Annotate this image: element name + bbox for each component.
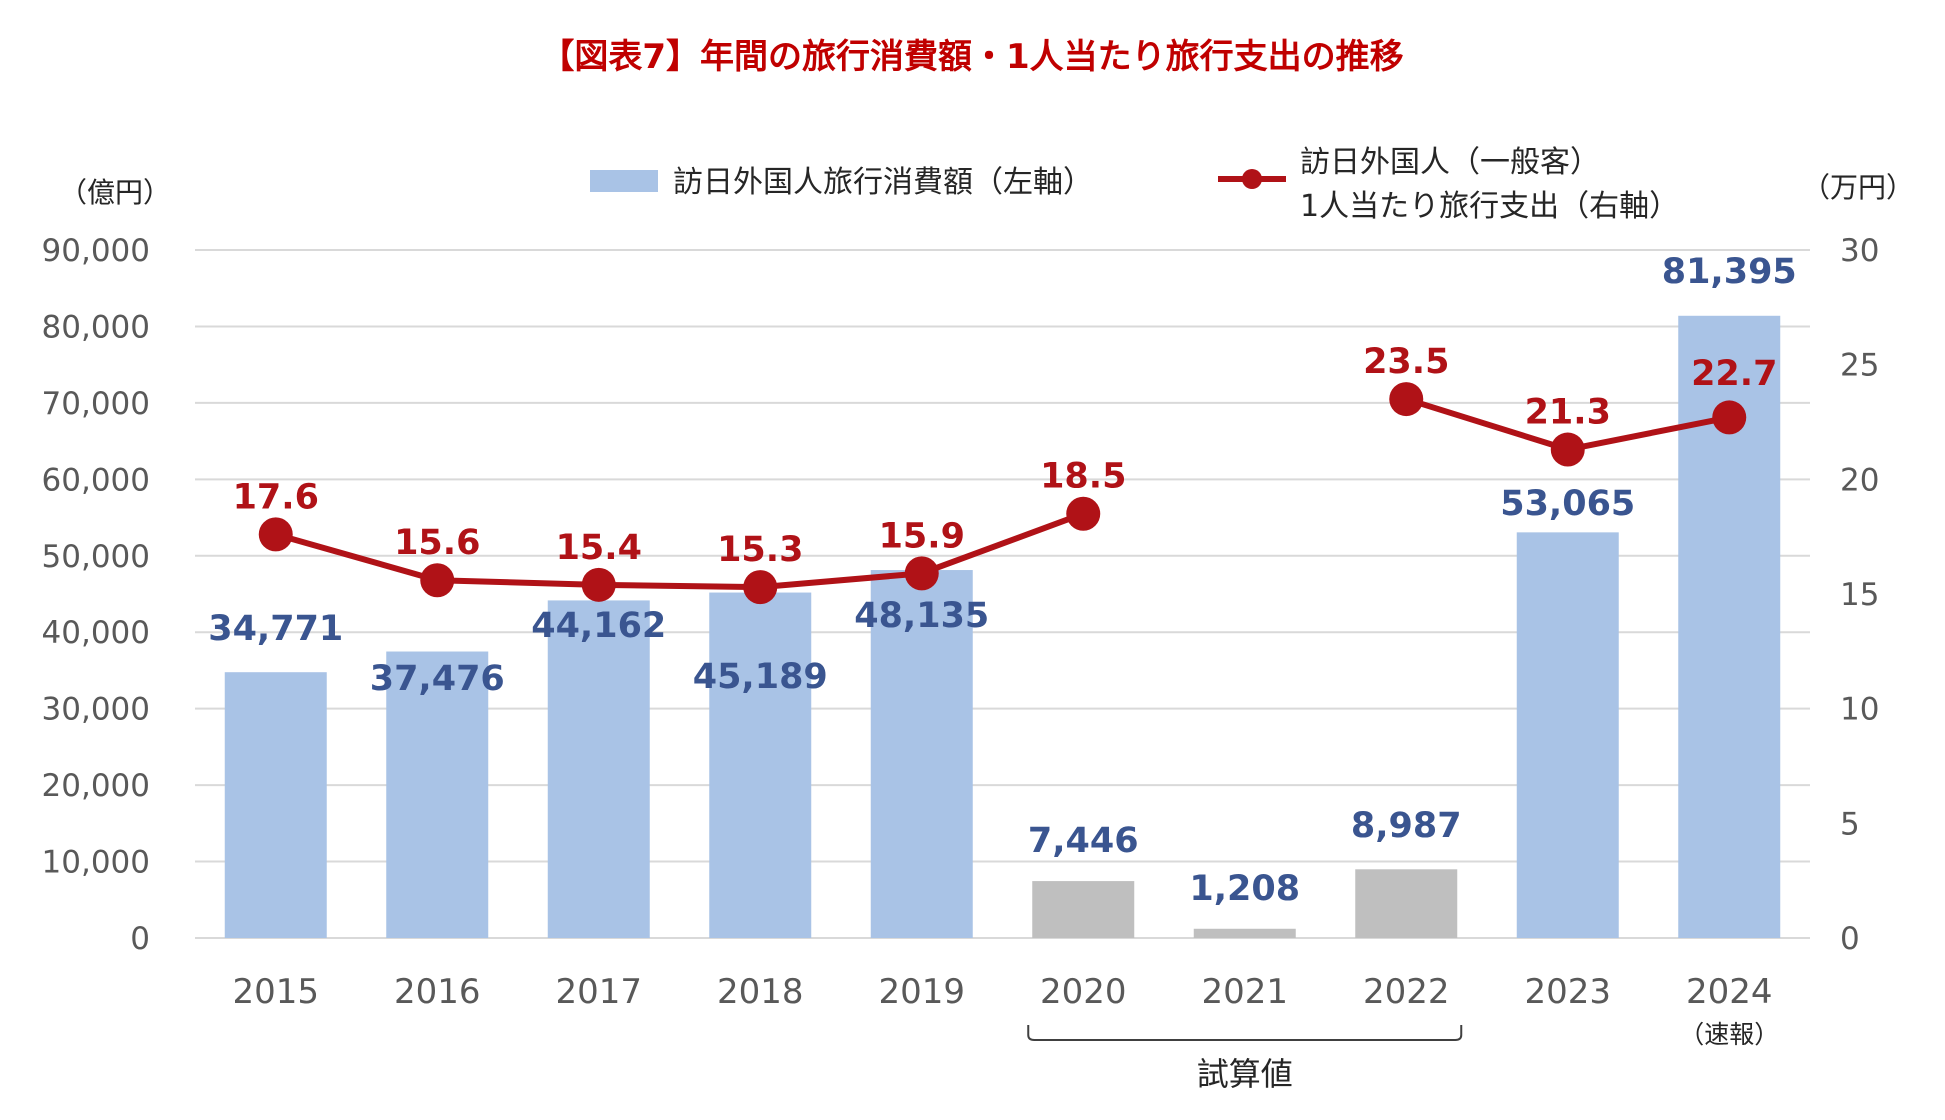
- bar: [1032, 881, 1135, 938]
- bar-value-label: 8,987: [1351, 806, 1462, 846]
- x-tick-label: 2022: [1363, 972, 1450, 1012]
- left-tick-label: 20,000: [42, 768, 150, 804]
- right-tick-label: 0: [1840, 921, 1860, 957]
- x-tick-label: 2015: [232, 972, 319, 1012]
- spending-line: [274, 510, 1085, 591]
- bar-value-label: 53,065: [1500, 484, 1635, 524]
- bar-value-label: 45,189: [693, 657, 828, 697]
- left-tick-label: 80,000: [42, 309, 150, 345]
- bar: [547, 600, 650, 938]
- left-tick-label: 40,000: [42, 615, 150, 651]
- bar-value-label: 81,395: [1662, 252, 1797, 292]
- right-tick-label: 30: [1840, 233, 1879, 269]
- x-tick-label: 2017: [555, 972, 642, 1012]
- bar-value-label: 48,135: [854, 596, 989, 636]
- line-point: [258, 517, 293, 552]
- left-tick-label: 90,000: [42, 233, 150, 269]
- bar-value-label: 34,771: [208, 609, 343, 649]
- right-tick-label: 10: [1840, 692, 1879, 728]
- bracket-label: 試算値: [1197, 1055, 1293, 1093]
- right-tick-label: 5: [1840, 806, 1860, 842]
- chart-title: 【図表7】年間の旅行消費額・1人当たり旅行支出の推移: [540, 37, 1403, 77]
- line-value-label: 18.5: [1040, 457, 1126, 497]
- bar: [870, 570, 973, 938]
- line-value-label: 15.9: [879, 516, 965, 556]
- bar: [224, 672, 327, 938]
- left-tick-label: 70,000: [42, 386, 150, 422]
- left-tick-label: 0: [130, 921, 150, 957]
- legend-line-label: 1人当たり旅行支出（右軸）: [1300, 189, 1679, 224]
- line-point: [904, 556, 939, 591]
- legend-bar-swatch: [590, 170, 658, 192]
- line-value-label: 22.7: [1691, 354, 1777, 394]
- bar-value-label: 1,208: [1189, 869, 1300, 909]
- bar: [1355, 869, 1458, 938]
- x-tick-label: 2018: [717, 972, 804, 1012]
- line-point: [1389, 382, 1424, 417]
- legend-bar-label: 訪日外国人旅行消費額（左軸）: [673, 165, 1093, 200]
- left-tick-label: 10,000: [42, 845, 150, 881]
- line-point: [420, 563, 455, 598]
- bar: [1193, 928, 1296, 938]
- line-value-label: 23.5: [1363, 342, 1449, 382]
- right-tick-label: 15: [1840, 577, 1879, 613]
- legend-line-label: 訪日外国人（一般客）: [1300, 145, 1600, 180]
- bar: [709, 592, 812, 938]
- x-tick-label: 2024: [1686, 972, 1773, 1012]
- line-value-label: 15.6: [394, 523, 480, 563]
- left-axis-unit: （億円）: [59, 176, 171, 209]
- line-value-label: 15.3: [717, 530, 803, 570]
- bar-value-label: 37,476: [370, 659, 505, 699]
- x-tick-label: 2019: [878, 972, 965, 1012]
- bar-value-label: 44,162: [531, 606, 666, 646]
- x-tick-label: 2020: [1040, 972, 1127, 1012]
- x-tick-label: 2023: [1524, 972, 1611, 1012]
- left-tick-label: 50,000: [42, 539, 150, 575]
- bar: [1516, 532, 1619, 938]
- line-value-label: 15.4: [556, 528, 642, 568]
- x-tick-label: 2021: [1201, 972, 1288, 1012]
- x-tick-label: 2016: [394, 972, 481, 1012]
- line-value-label: 17.6: [233, 477, 319, 517]
- right-axis-unit: （万円）: [1802, 171, 1914, 204]
- line-point: [581, 567, 616, 602]
- line-point: [1712, 400, 1747, 435]
- line-value-label: 21.3: [1525, 393, 1611, 433]
- bar-value-label: 7,446: [1028, 821, 1139, 861]
- line-point: [1066, 496, 1101, 531]
- left-tick-label: 60,000: [42, 462, 150, 498]
- line-point: [743, 570, 778, 605]
- category-note: （速報）: [1679, 1020, 1779, 1049]
- estimate-bracket: [1027, 1025, 1463, 1041]
- legend-line-marker: [1242, 169, 1262, 189]
- bar: [386, 651, 489, 938]
- left-tick-label: 30,000: [42, 692, 150, 728]
- line-point: [1550, 432, 1585, 467]
- right-tick-label: 25: [1840, 348, 1879, 384]
- right-tick-label: 20: [1840, 462, 1879, 498]
